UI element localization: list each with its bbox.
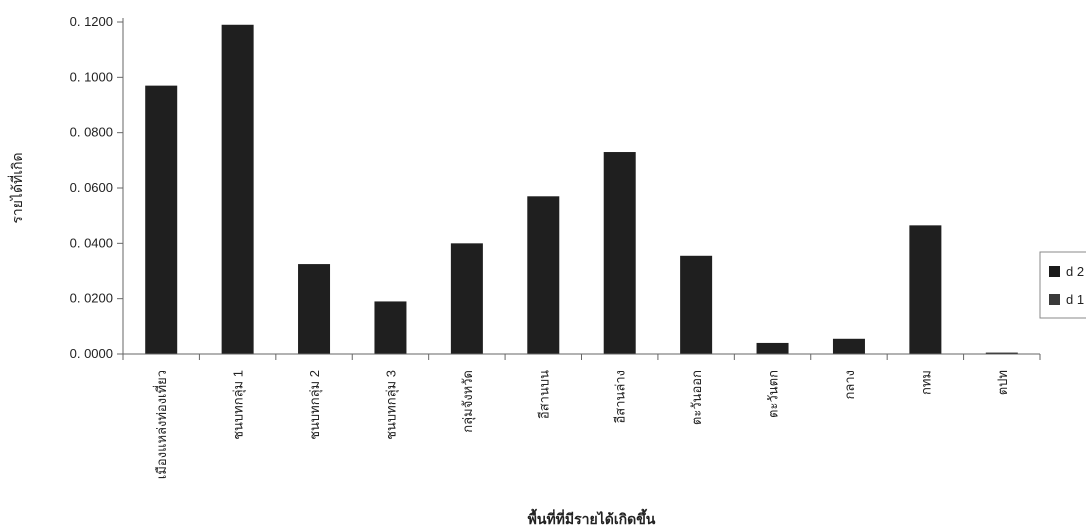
y-tick-label: 0. 0200 bbox=[70, 291, 113, 306]
x-tick-label: ชนบทกลุ่ม 2 bbox=[307, 370, 323, 440]
y-axis-title: รายได้ที่เกิด bbox=[8, 152, 26, 223]
y-tick-label: 0. 0600 bbox=[70, 180, 113, 195]
y-axis: 0. 0000 0. 0200 0. 0400 0. 0600 0. 0800 0. 10… bbox=[70, 14, 124, 361]
bar bbox=[298, 264, 331, 354]
y-tick-label: 0. 0400 bbox=[70, 235, 113, 250]
bar bbox=[145, 85, 178, 354]
bar bbox=[985, 352, 1018, 354]
y-tick-label: 0. 1200 bbox=[70, 14, 113, 29]
x-axis: เมืองแหล่งท่องเที่ยว ชนบทกลุ่ม 1 ชนบทกลุ่ม… bbox=[122, 353, 1041, 479]
bars bbox=[145, 24, 1018, 355]
bar bbox=[909, 225, 942, 354]
bar bbox=[527, 196, 560, 354]
x-tick-label: ตะวันออก bbox=[689, 370, 704, 425]
x-tick-label: อีสานล่าง bbox=[613, 370, 628, 424]
bar bbox=[832, 338, 865, 354]
legend: d 2 d 1 bbox=[1039, 251, 1086, 319]
y-tick-label: 0. 0800 bbox=[70, 125, 113, 140]
x-tick-label: กทม bbox=[918, 370, 933, 395]
x-tick-label: ตปท bbox=[995, 370, 1010, 395]
x-tick-label: อีสานบน bbox=[536, 370, 551, 419]
legend-label: d 1 bbox=[1066, 292, 1084, 307]
legend-label: d 2 bbox=[1066, 264, 1084, 279]
x-tick-label: เมืองแหล่งท่องเที่ยว bbox=[153, 370, 169, 479]
bar bbox=[374, 301, 407, 354]
x-tick-label: ชนบทกลุ่ม 3 bbox=[383, 370, 399, 440]
y-tick-label: 0. 0000 bbox=[70, 346, 113, 361]
legend-box bbox=[1039, 251, 1086, 319]
bar bbox=[756, 342, 789, 354]
legend-swatch bbox=[1049, 294, 1060, 305]
bar bbox=[603, 152, 636, 354]
x-tick-label: กลาง bbox=[842, 370, 857, 400]
bar bbox=[680, 255, 713, 354]
bar bbox=[450, 243, 483, 354]
bar bbox=[221, 24, 254, 355]
y-tick-label: 0. 1000 bbox=[70, 69, 113, 84]
legend-swatch bbox=[1049, 266, 1060, 277]
x-tick-label: กลุ่มจังหวัด bbox=[460, 370, 476, 433]
x-tick-label: ชนบทกลุ่ม 1 bbox=[231, 370, 247, 440]
x-axis-title: พื้นที่ที่มีรายได้เกิดขึ้น bbox=[528, 508, 656, 528]
x-tick-label: ตะวันตก bbox=[766, 370, 781, 418]
